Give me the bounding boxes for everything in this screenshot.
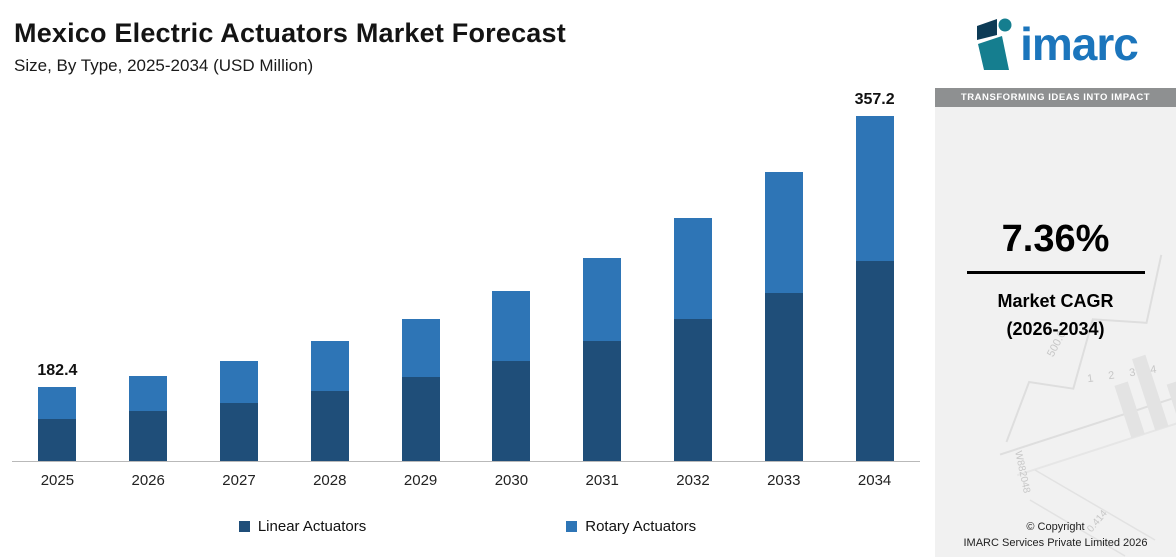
x-axis-labels: 2025 2026 2027 2028 2029 2030 2031 2032 2033 2034 <box>12 464 920 489</box>
bar-segment-rotary <box>310 341 349 391</box>
legend-marker-icon <box>238 521 250 532</box>
brand-sidebar: imarc TRANSFORMING IDEAS INTO IMPACT 500… <box>935 0 1176 557</box>
decorative-chart-graphic <box>999 254 1176 557</box>
bar-column-2030 <box>466 112 557 461</box>
bar-stack <box>673 218 712 461</box>
x-axis-label-2031: 2031 <box>585 472 619 489</box>
x-axis-label-2029: 2029 <box>403 472 438 489</box>
x-axis-label-2030: 2030 <box>494 472 529 489</box>
x-axis-label-2034: 2034 <box>857 472 892 489</box>
bar-column-2033 <box>738 112 829 461</box>
bar-segment-rotary <box>855 116 894 261</box>
bar-segment-rotary <box>673 218 712 319</box>
bar-segment-rotary <box>401 319 440 377</box>
cagr-period: (2026-2034) <box>1006 318 1105 339</box>
imarc-logo-text: imarc <box>1020 18 1139 70</box>
bar-segment-linear <box>764 293 803 461</box>
bar-column-2031 <box>557 112 648 461</box>
bar-stack <box>764 172 803 461</box>
imarc-logo-icon <box>977 18 1012 70</box>
bar-segment-linear <box>401 377 440 461</box>
bar-segment-rotary <box>219 361 258 403</box>
cagr-callout: 7.36% Market CAGR (2026-2034) <box>935 218 1176 344</box>
copyright-line2: IMARC Services Private Limited 2026 <box>963 536 1148 549</box>
copyright-block: © Copyright IMARC Services Private Limit… <box>935 520 1176 551</box>
tagline-strip: TRANSFORMING IDEAS INTO IMPACT <box>935 88 1176 107</box>
bar-value-label: 182.4 <box>37 362 78 379</box>
bar-column-2028 <box>284 112 375 461</box>
bar-stack <box>492 291 531 461</box>
bar-segment-rotary <box>129 376 168 411</box>
bar-segment-rotary <box>38 387 77 419</box>
bar-stack <box>310 341 349 461</box>
bar-segment-rotary <box>492 291 531 361</box>
bar-segment-rotary <box>764 172 803 293</box>
bar-value-label: 357.2 <box>854 91 895 108</box>
x-axis-label-2033: 2033 <box>767 472 801 489</box>
legend-item: Linear Actuators <box>238 518 367 535</box>
bar-segment-linear <box>583 341 622 461</box>
legend-label: Rotary Actuators <box>585 518 697 535</box>
x-axis-label-2032: 2032 <box>676 472 710 489</box>
bar-segment-linear <box>129 411 168 461</box>
x-axis-label-2028: 2028 <box>313 472 347 489</box>
bar-stack <box>219 361 258 461</box>
brand-tagline: TRANSFORMING IDEAS INTO IMPACT <box>960 92 1151 103</box>
bar-segment-linear <box>38 419 77 461</box>
bar-column-2029 <box>375 112 466 461</box>
chart-subtitle: Size, By Type, 2025-2034 (USD Million) <box>14 56 314 75</box>
bar-stack <box>583 258 622 461</box>
bar-stack <box>401 319 440 461</box>
bar-segment-linear <box>492 361 531 461</box>
copyright-line1: © Copyright <box>1026 521 1085 534</box>
bar-segment-linear <box>219 403 258 461</box>
x-axis-label-2025: 2025 <box>40 472 75 489</box>
chart-title: Mexico Electric Actuators Market Forecas… <box>14 18 566 48</box>
legend-item: Rotary Actuators <box>566 518 696 535</box>
bar-segment-linear <box>855 261 894 461</box>
bar-column-2032 <box>648 112 739 461</box>
bar-stack <box>38 387 77 461</box>
legend-label: Linear Actuators <box>257 518 367 535</box>
bar-stack <box>855 116 894 461</box>
bar-stack <box>129 376 168 461</box>
chart-legend: Linear Actuators Rotary Actuators <box>0 518 935 535</box>
cagr-divider <box>966 271 1145 274</box>
bar-column-2027 <box>194 112 285 461</box>
bar-column-2034: 357.2 <box>829 91 920 461</box>
bar-segment-linear <box>673 319 712 461</box>
imarc-logo: imarc <box>935 0 1176 88</box>
bar-column-2025: 182.4 <box>12 112 103 461</box>
cagr-label: Market CAGR <box>997 291 1114 311</box>
legend-marker-icon <box>566 521 578 532</box>
x-axis-label-2026: 2026 <box>131 472 165 489</box>
bar-column-2026 <box>103 112 194 461</box>
bar-segment-linear <box>310 391 349 461</box>
cagr-value: 7.36% <box>1001 218 1110 260</box>
bar-plot: 182.4 357.2 <box>12 91 920 462</box>
bar-segment-rotary <box>583 258 622 341</box>
x-axis-label-2027: 2027 <box>222 472 256 489</box>
chart-area: Mexico Electric Actuators Market Forecas… <box>0 18 935 535</box>
